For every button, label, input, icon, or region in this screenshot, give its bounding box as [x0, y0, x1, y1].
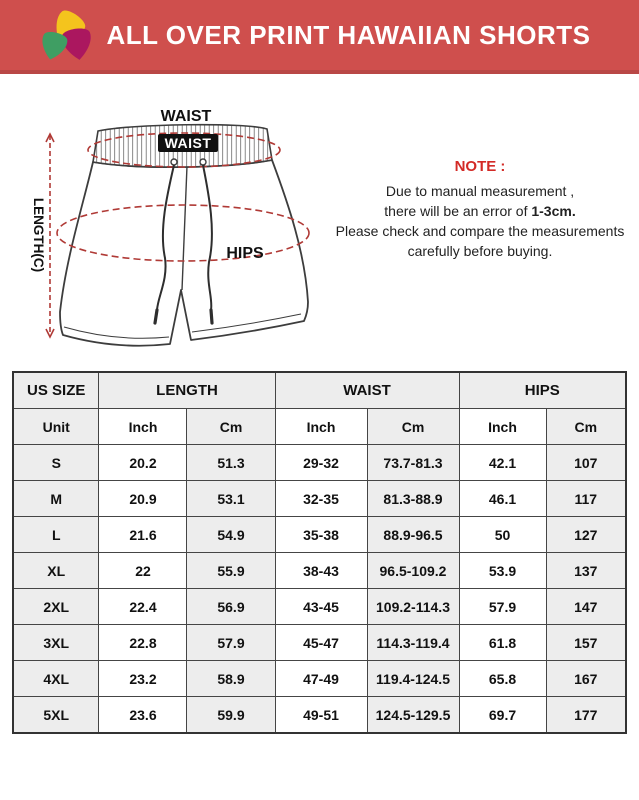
col-header-hips: HIPS: [458, 371, 627, 409]
size-cell: L: [12, 516, 100, 553]
length-label: LENGTH(C): [31, 198, 46, 272]
waist-badge: [158, 134, 218, 152]
brand-logo-icon: [42, 10, 91, 60]
table-row-3xl: 3XL 22.8 57.9 45-47 114.3-119.4 61.8 157: [12, 624, 627, 661]
table-row-m: M 20.9 53.1 32-35 81.3-88.9 46.1 117: [12, 480, 627, 517]
unit-hips-cm: Cm: [545, 408, 627, 445]
table-row-s: S 20.2 51.3 29-32 73.7-81.3 42.1 107: [12, 444, 627, 481]
size-cell: M: [12, 480, 100, 517]
size-cell: S: [12, 444, 100, 481]
table-group-header-row: US SIZE LENGTH WAIST HIPS: [12, 371, 627, 409]
drawstring-right: [202, 164, 213, 311]
measurement-diagram-section: WAIST WAIST HIPS LENGTH(C) NOTE : Due to…: [0, 74, 639, 356]
table-unit-row: Unit Inch Cm Inch Cm Inch Cm: [12, 408, 627, 445]
unit-length-cm: Cm: [186, 408, 276, 445]
unit-waist-cm: Cm: [366, 408, 460, 445]
size-chart-table: US SIZE LENGTH WAIST HIPS Unit Inch Cm I…: [11, 371, 628, 734]
unit-waist-inch: Inch: [274, 408, 368, 445]
drawstring-left: [156, 164, 175, 311]
note-line-1: Due to manual measurement ,: [385, 183, 575, 199]
table-row-l: L 21.6 54.9 35-38 88.9-96.5 50 127: [12, 516, 627, 553]
hips-measure-ellipse: [56, 204, 310, 262]
waist-measure-ellipse: [87, 132, 281, 168]
size-cell: 2XL: [12, 588, 100, 625]
hips-label: HIPS: [226, 245, 264, 262]
page-title: ALL OVER PRINT HAWAIIAN SHORTS: [106, 19, 591, 50]
table-row-4xl: 4XL 23.2 58.9 47-49 119.4-124.5 65.8 167: [12, 660, 627, 697]
table-row-xl: XL 22 55.9 38-43 96.5-109.2 53.9 137: [12, 552, 627, 589]
header-banner: ALL OVER PRINT HAWAIIAN SHORTS: [0, 0, 639, 74]
table-row-5xl: 5XL 23.6 59.9 49-51 124.5-129.5 69.7 177: [12, 696, 627, 734]
table-row-2xl: 2XL 22.4 56.9 43-45 109.2-114.3 57.9 147: [12, 588, 627, 625]
note-line-2: there will be an error of 1-3cm.: [384, 203, 576, 219]
col-header-length: LENGTH: [98, 371, 276, 409]
unit-header: Unit: [12, 408, 100, 445]
waist-top-label: WAIST: [161, 108, 212, 125]
unit-length-inch: Inch: [98, 408, 188, 445]
size-cell: 4XL: [12, 660, 100, 697]
size-cell: 5XL: [12, 696, 100, 734]
shorts-diagram: WAIST WAIST HIPS LENGTH(C): [31, 108, 310, 347]
waist-badge-label: WAIST: [165, 135, 212, 151]
col-header-waist: WAIST: [274, 371, 460, 409]
unit-hips-inch: Inch: [458, 408, 547, 445]
note-block: NOTE : Due to manual measurement , there…: [325, 158, 635, 261]
col-header-us-size: US SIZE: [12, 371, 100, 409]
size-cell: 3XL: [12, 624, 100, 661]
size-cell: XL: [12, 552, 100, 589]
note-line-3: Please check and compare the measurement…: [335, 223, 625, 239]
note-heading: NOTE :: [454, 158, 506, 175]
note-line-4: carefully before buying.: [407, 243, 553, 259]
